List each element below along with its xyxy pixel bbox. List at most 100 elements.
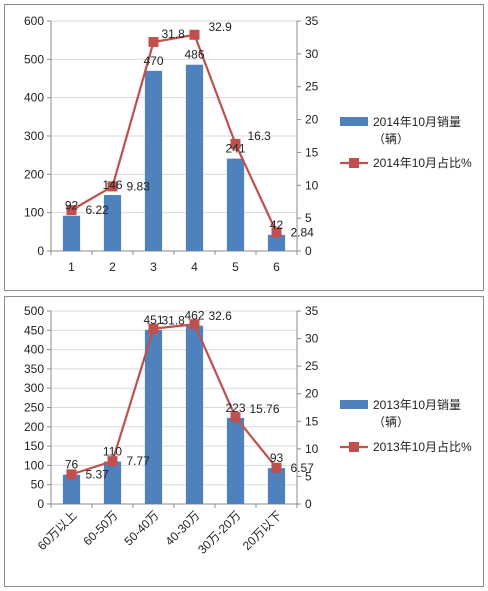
line-data-label: 5.37 <box>86 467 110 481</box>
bar <box>62 474 81 504</box>
left-tick-label: 150 <box>24 439 44 453</box>
left-tick-label: 50 <box>31 478 45 492</box>
line-data-label: 9.83 <box>127 179 151 193</box>
line-data-label: 32.9 <box>209 20 233 34</box>
bar-data-label: 462 <box>184 309 204 323</box>
line-data-label: 32.6 <box>209 309 233 323</box>
legend-bar-swatch <box>340 117 368 126</box>
right-tick-label: 25 <box>305 359 319 373</box>
line-data-label: 6.22 <box>86 203 110 217</box>
x-tick-label: 50-40万 <box>122 508 162 548</box>
bar <box>185 325 204 504</box>
x-tick-label: 60-50万 <box>81 508 121 548</box>
bar <box>144 70 163 251</box>
x-tick-label: 30万-20万 <box>195 508 244 557</box>
x-tick-label: 4 <box>191 260 198 274</box>
bar-data-label: 110 <box>103 445 122 459</box>
bar-data-label: 223 <box>225 401 245 415</box>
right-tick-label: 0 <box>305 497 312 511</box>
right-tick-label: 35 <box>305 304 319 318</box>
right-tick-label: 35 <box>305 14 319 28</box>
bar <box>267 234 286 251</box>
right-tick-label: 5 <box>305 469 312 483</box>
legend-line-marker <box>349 158 359 168</box>
chart-panel-2014: 0 100 200 300 400 500 600 0 5 10 15 20 25 30 35 1 2 3 4 5 6 9… <box>4 4 484 291</box>
left-tick-label: 0 <box>37 244 44 258</box>
bar <box>103 195 122 251</box>
right-tick-label: 10 <box>305 442 319 456</box>
left-tick-label: 250 <box>24 401 44 415</box>
percentage-line <box>70 33 278 233</box>
line-point <box>66 469 77 480</box>
right-tick-label: 15 <box>305 145 319 159</box>
right-tick-label: 20 <box>305 113 319 127</box>
bar-data-label: 486 <box>184 48 204 62</box>
left-tick-label: 0 <box>37 497 44 511</box>
right-tick-label: 0 <box>305 244 312 258</box>
line-point <box>271 227 282 238</box>
left-tick-label: 200 <box>24 420 44 434</box>
legend-bar-swatch <box>340 400 368 409</box>
left-tick-label: 100 <box>24 206 44 220</box>
line-point <box>66 205 77 216</box>
bar-data-label: 92 <box>65 199 79 213</box>
legend-bar-unit: （辆） <box>373 415 409 429</box>
left-tick-label: 450 <box>24 323 44 337</box>
left-tick-label: 300 <box>24 381 44 395</box>
x-tick-label: 6 <box>273 260 280 274</box>
left-tick-label: 350 <box>24 362 44 376</box>
left-tick-label: 400 <box>24 91 44 105</box>
line-point <box>230 138 241 149</box>
bar-data-label: 146 <box>102 178 122 192</box>
right-tick-label: 5 <box>305 211 312 225</box>
line-point <box>271 462 282 473</box>
left-tick-label: 200 <box>24 167 44 181</box>
line-data-label: 7.77 <box>127 454 151 468</box>
bar-data-label: 93 <box>270 451 284 465</box>
bar <box>144 329 163 504</box>
right-tick-label: 25 <box>305 80 319 94</box>
right-tick-label: 10 <box>305 178 319 192</box>
legend-line-label: 2014年10月占比% <box>373 155 472 170</box>
left-tick-label: 100 <box>24 458 44 472</box>
chart-2014: 0 100 200 300 400 500 600 0 5 10 15 20 25 30 35 1 2 3 4 5 6 9… <box>24 14 472 274</box>
x-tick-label: 1 <box>68 260 75 274</box>
legend-line-marker <box>349 442 359 452</box>
line-point <box>189 319 200 330</box>
bar <box>103 461 122 504</box>
line-point <box>148 37 159 48</box>
left-tick-label: 300 <box>24 129 44 143</box>
bar <box>62 215 81 251</box>
line-data-label: 2.84 <box>291 225 315 239</box>
line-point <box>230 412 241 423</box>
line-data-label: 31.8 <box>162 27 186 41</box>
bar <box>185 64 204 251</box>
bar-data-label: 451 <box>143 313 163 327</box>
line-data-label: 31.8 <box>162 314 186 328</box>
x-tick-label: 3 <box>150 260 157 274</box>
line-data-label: 16.3 <box>248 129 272 143</box>
x-tick-label: 20万以下 <box>240 508 285 553</box>
bar <box>267 468 286 504</box>
x-tick-label: 2 <box>109 260 116 274</box>
right-tick-label: 30 <box>305 47 319 61</box>
bar-data-label: 241 <box>225 142 245 156</box>
right-tick-label: 20 <box>305 387 319 401</box>
line-point <box>107 456 118 467</box>
line-point <box>107 181 118 192</box>
bar-data-label: 42 <box>270 218 284 232</box>
legend-line-label: 2013年10月占比% <box>373 439 472 454</box>
left-tick-label: 400 <box>24 343 44 357</box>
left-tick-label: 500 <box>24 304 44 318</box>
legend-bar-unit: （辆） <box>373 132 409 146</box>
right-tick-label: 30 <box>305 332 319 346</box>
bar-data-label: 76 <box>65 458 79 472</box>
bar <box>226 417 245 504</box>
x-tick-label: 60万以上 <box>35 508 80 553</box>
left-tick-label: 500 <box>24 52 44 66</box>
chart-2013: 0 50 100 150 200 250 300 350 400 450 500 0 5 10 15 20 25… <box>24 304 472 557</box>
chart-panel-2013: 0 50 100 150 200 250 300 350 400 450 500 0 5 10 15 20 25… <box>4 296 484 587</box>
line-point <box>189 29 200 40</box>
bar <box>226 158 245 251</box>
x-tick-label: 5 <box>232 260 239 274</box>
